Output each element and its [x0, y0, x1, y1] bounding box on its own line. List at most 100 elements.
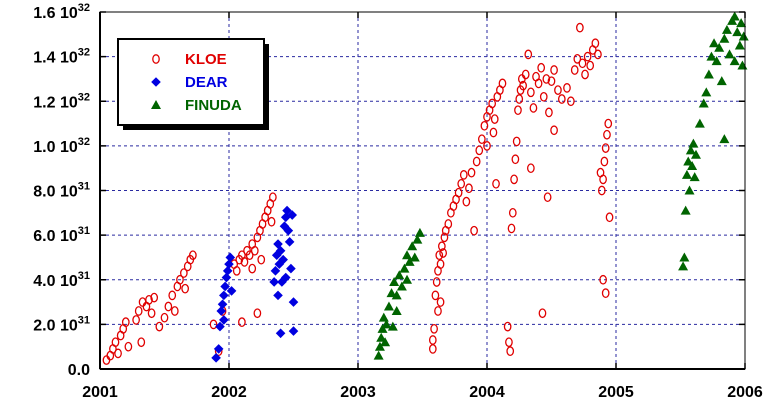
- finuda-point: [373, 350, 384, 360]
- kloe-point: [539, 91, 548, 102]
- axes: [99, 11, 746, 370]
- kloe-point: [150, 292, 159, 303]
- kloe-point: [515, 94, 524, 104]
- kloe-point: [189, 250, 197, 261]
- kloe-point: [147, 308, 156, 319]
- finuda-point: [681, 169, 692, 179]
- x-tick-label: 2005: [598, 384, 634, 401]
- kloe-point: [114, 348, 122, 359]
- kloe-point: [511, 154, 520, 165]
- finuda-point: [378, 312, 389, 322]
- tick-labels: 2001 2002 2003 2004 2005 2006 0.0 2.0 1031 4.0 1…: [33, 2, 763, 401]
- kloe-point: [594, 49, 602, 60]
- legend-label-kloe: KLOE: [185, 51, 227, 68]
- kloe-point: [597, 185, 606, 196]
- finuda-point: [701, 87, 712, 97]
- finuda-point: [380, 337, 391, 347]
- kloe-point: [436, 259, 445, 269]
- finuda-point: [414, 227, 425, 237]
- kloe-point: [605, 212, 614, 223]
- finuda-point: [732, 27, 743, 37]
- x-tick-label: 2006: [727, 384, 763, 401]
- kloe-point: [430, 323, 438, 334]
- kloe-point: [240, 257, 249, 267]
- finuda-point: [719, 134, 730, 144]
- kloe-point: [465, 183, 473, 194]
- kloe-point: [514, 105, 522, 116]
- finuda-point: [683, 156, 694, 166]
- series-dear: [211, 205, 299, 363]
- kloe-point: [134, 306, 143, 316]
- finuda-point: [399, 263, 410, 273]
- finuda-point: [709, 38, 720, 48]
- finuda-point: [389, 276, 400, 286]
- kloe-point: [586, 60, 595, 71]
- kloe-point: [573, 54, 582, 64]
- finuda-point: [719, 33, 730, 43]
- kloe-point: [245, 250, 254, 261]
- finuda-point: [374, 341, 385, 351]
- dear-point: [219, 315, 229, 325]
- kloe-point: [462, 196, 471, 207]
- finuda-point: [684, 185, 695, 195]
- kloe-point: [566, 96, 575, 107]
- finuda-point: [729, 11, 740, 21]
- y-tick-label: 1.6 1032: [33, 2, 90, 22]
- kloe-point: [248, 263, 257, 274]
- kloe-point: [492, 178, 500, 189]
- kloe-point: [538, 308, 547, 319]
- finuda-point: [387, 321, 398, 331]
- kloe-point: [238, 317, 246, 327]
- kloe-point: [483, 141, 491, 151]
- x-tick-label: 2001: [82, 384, 118, 401]
- dear-point: [270, 266, 281, 276]
- kloe-point: [477, 134, 486, 145]
- kloe-point: [428, 344, 437, 354]
- kloe-point: [257, 254, 266, 265]
- finuda-point: [738, 31, 749, 41]
- kloe-point: [604, 118, 613, 129]
- kloe-point: [599, 174, 607, 185]
- finuda-point: [679, 252, 690, 262]
- finuda-point: [396, 281, 407, 291]
- y-tick-label: 6.0 1031: [33, 225, 90, 245]
- kloe-point: [591, 38, 600, 49]
- dear-point: [283, 225, 294, 236]
- kloe-point: [440, 232, 449, 243]
- kloe-point: [550, 125, 558, 136]
- kloe-point: [444, 219, 453, 229]
- finuda-point: [391, 290, 402, 300]
- kloe-point: [434, 306, 442, 316]
- kloe-point: [480, 120, 489, 131]
- kloe-point: [432, 277, 441, 287]
- kloe-point: [600, 156, 609, 167]
- kloe-point: [267, 216, 276, 227]
- x-tick-label: 2004: [469, 384, 505, 401]
- dear-point: [277, 277, 287, 287]
- finuda-point: [688, 138, 699, 148]
- kloe-point: [431, 290, 440, 301]
- kloe-point: [489, 127, 498, 138]
- kloe-point: [437, 241, 446, 252]
- dear-point: [271, 250, 282, 261]
- dear-point: [275, 245, 286, 256]
- kloe-point: [181, 283, 189, 294]
- dear-point: [284, 237, 295, 247]
- finuda-point: [736, 18, 747, 28]
- kloe-point: [436, 297, 445, 307]
- kloe-point: [505, 337, 513, 348]
- kloe-point: [524, 49, 533, 60]
- y-tick-label: 1.2 1032: [33, 91, 90, 111]
- kloe-point: [503, 321, 512, 332]
- legend-marker-dear: [151, 77, 161, 87]
- kloe-point: [155, 321, 164, 332]
- kloe-point: [269, 192, 277, 203]
- dear-point: [221, 272, 232, 283]
- y-tick-label: 8.0 1031: [33, 181, 90, 201]
- kloe-point: [180, 268, 188, 278]
- dear-point: [215, 321, 225, 332]
- finuda-point: [404, 256, 415, 266]
- kloe-point: [253, 308, 262, 319]
- kloe-point: [164, 301, 173, 312]
